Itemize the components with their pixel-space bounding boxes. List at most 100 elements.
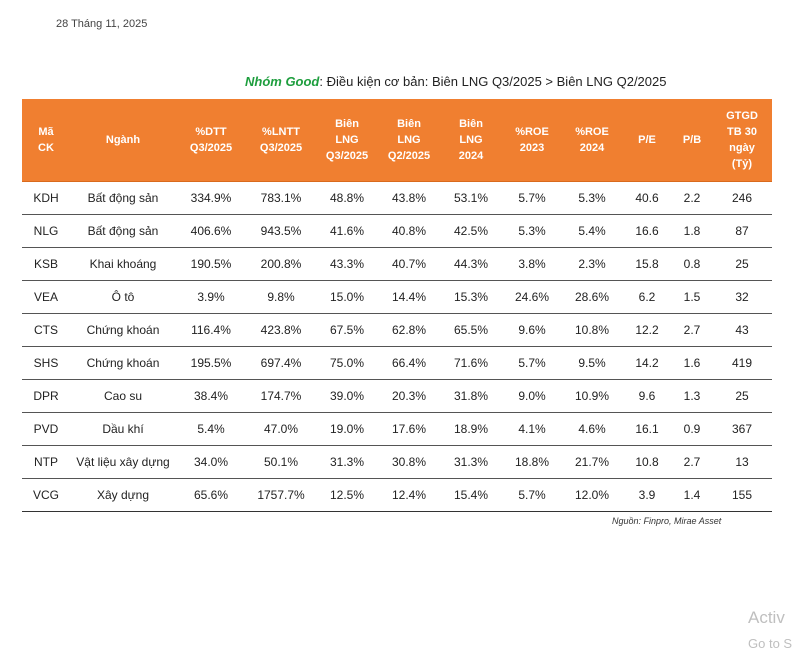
group-name: Nhóm Good [245, 74, 320, 89]
value-cell: 14.4% [378, 280, 440, 314]
value-cell: 697.4% [246, 346, 316, 380]
value-cell: 71.6% [440, 346, 502, 380]
sector-cell: Xây dựng [70, 478, 176, 512]
column-header: Biên LNG 2024 [440, 99, 502, 182]
value-cell: 783.1% [246, 181, 316, 215]
column-header-line: Q3/2025 [259, 142, 303, 154]
sector-cell: Bất động sản [70, 181, 176, 215]
column-header: P/B [672, 99, 712, 182]
value-cell: 48.8% [316, 181, 378, 215]
table-caption: Nhóm Good: Điều kiện cơ bản: Biên LNG Q3… [245, 74, 666, 89]
value-cell: 15.3% [440, 280, 502, 314]
value-cell: 367 [712, 412, 772, 446]
value-cell: 1.4 [672, 478, 712, 512]
value-cell: 30.8% [378, 445, 440, 479]
ticker-cell: DPR [22, 379, 70, 413]
value-cell: 334.9% [176, 181, 246, 215]
column-header-line: GTGD [726, 110, 758, 122]
column-header-line: 2023 [519, 142, 545, 154]
value-cell: 3.9 [622, 478, 672, 512]
value-cell: 31.3% [316, 445, 378, 479]
value-cell: 16.1 [622, 412, 672, 446]
ticker-cell: KDH [22, 181, 70, 215]
value-cell: 423.8% [246, 313, 316, 347]
ticker-cell: CTS [22, 313, 70, 347]
sector-cell: Cao su [70, 379, 176, 413]
column-header-line: Q3/2025 [189, 142, 233, 154]
value-cell: 12.4% [378, 478, 440, 512]
value-cell: 65.6% [176, 478, 246, 512]
value-cell: 5.3% [562, 181, 622, 215]
column-header-line: P/E [638, 134, 656, 146]
table-row: VCG Xây dựng 65.6% 1757.7% 12.5% 12.4% 15.4% 5.… [22, 478, 772, 512]
column-header-line: LNG [459, 134, 483, 146]
value-cell: 12.0% [562, 478, 622, 512]
value-cell: 9.6 [622, 379, 672, 413]
report-date: 28 Tháng 11, 2025 [56, 18, 148, 30]
value-cell: 4.6% [562, 412, 622, 446]
value-cell: 1.8 [672, 214, 712, 248]
value-cell: 75.0% [316, 346, 378, 380]
column-header-line: Mã [38, 126, 54, 138]
value-cell: 13 [712, 445, 772, 479]
value-cell: 9.8% [246, 280, 316, 314]
table-row: KDH Bất động sản 334.9% 783.1% 48.8% 43.8% 53.… [22, 181, 772, 215]
value-cell: 43 [712, 313, 772, 347]
value-cell: 62.8% [378, 313, 440, 347]
value-cell: 3.9% [176, 280, 246, 314]
value-cell: 16.6 [622, 214, 672, 248]
source-note: Nguồn: Finpro, Mirae Asset [612, 516, 722, 526]
value-cell: 0.8 [672, 247, 712, 281]
value-cell: 406.6% [176, 214, 246, 248]
sector-cell: Dầu khí [70, 412, 176, 446]
ticker-cell: VCG [22, 478, 70, 512]
value-cell: 32 [712, 280, 772, 314]
value-cell: 15.0% [316, 280, 378, 314]
sector-cell: Vật liệu xây dựng [70, 445, 176, 479]
value-cell: 6.2 [622, 280, 672, 314]
ticker-cell: SHS [22, 346, 70, 380]
value-cell: 943.5% [246, 214, 316, 248]
value-cell: 190.5% [176, 247, 246, 281]
value-cell: 25 [712, 247, 772, 281]
column-header: GTGD TB 30 ngày (Tỷ) [712, 99, 772, 182]
column-header-line: LNG [397, 134, 421, 146]
value-cell: 47.0% [246, 412, 316, 446]
value-cell: 10.8 [622, 445, 672, 479]
table-row: VEA Ô tô 3.9% 9.8% 15.0% 14.4% 15.3% 24.6% 28.6%… [22, 280, 772, 314]
column-header-line: Q2/2025 [387, 150, 431, 162]
value-cell: 10.8% [562, 313, 622, 347]
column-header-line: %DTT [195, 126, 227, 138]
value-cell: 38.4% [176, 379, 246, 413]
value-cell: 15.4% [440, 478, 502, 512]
activation-watermark: Activ [748, 608, 785, 627]
value-cell: 9.6% [502, 313, 562, 347]
value-cell: 20.3% [378, 379, 440, 413]
column-header-line: %ROE [575, 126, 609, 138]
value-cell: 31.3% [440, 445, 502, 479]
ticker-cell: NTP [22, 445, 70, 479]
ticker-cell: NLG [22, 214, 70, 248]
value-cell: 15.8 [622, 247, 672, 281]
table-row: KSB Khai khoáng 190.5% 200.8% 43.3% 40.7% 44.3… [22, 247, 772, 281]
column-header: %DTT Q3/2025 [176, 99, 246, 182]
column-header-line: LNG [335, 134, 359, 146]
value-cell: 5.7% [502, 478, 562, 512]
ticker-cell: PVD [22, 412, 70, 446]
value-cell: 66.4% [378, 346, 440, 380]
value-cell: 14.2 [622, 346, 672, 380]
value-cell: 43.3% [316, 247, 378, 281]
value-cell: 65.5% [440, 313, 502, 347]
value-cell: 40.8% [378, 214, 440, 248]
value-cell: 12.5% [316, 478, 378, 512]
column-header-line: Ngành [105, 134, 141, 146]
value-cell: 42.5% [440, 214, 502, 248]
stock-table: Mã CK Ngành %DTT Q3/2025 %LNTT Q3/2025 Biên LNG Q… [22, 99, 772, 512]
value-cell: 53.1% [440, 181, 502, 215]
value-cell: 155 [712, 478, 772, 512]
value-cell: 5.4% [176, 412, 246, 446]
value-cell: 2.7 [672, 313, 712, 347]
value-cell: 25 [712, 379, 772, 413]
table-row: CTS Chứng khoán 116.4% 423.8% 67.5% 62.8% 65.5… [22, 313, 772, 347]
value-cell: 31.8% [440, 379, 502, 413]
